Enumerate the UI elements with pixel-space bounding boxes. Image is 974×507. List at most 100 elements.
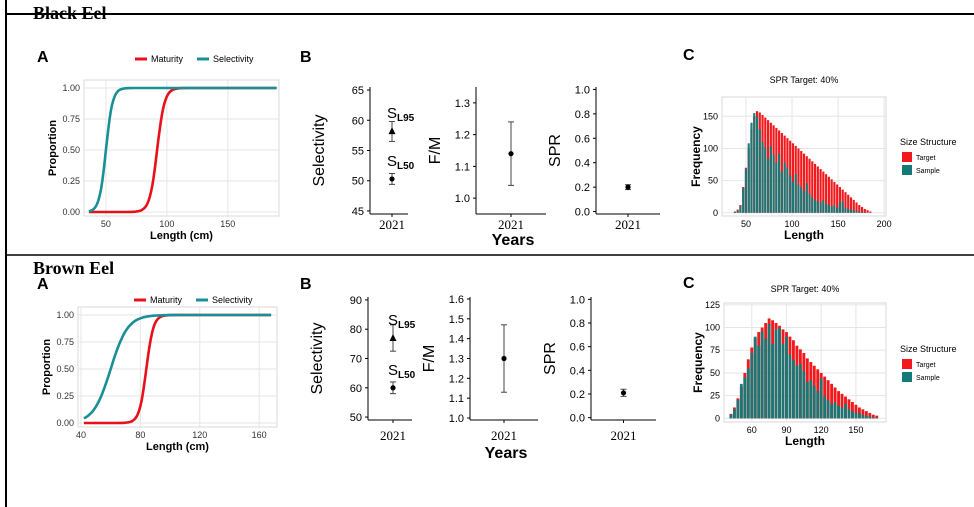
bar-sample <box>822 199 825 213</box>
point-label: S <box>387 105 397 122</box>
bar-target <box>858 205 861 213</box>
bar-sample <box>786 167 789 213</box>
y-tick-label: 1.3 <box>449 354 464 366</box>
bar-sample <box>837 405 840 419</box>
y-tick-label: 1.0 <box>570 294 585 306</box>
bar-target <box>840 393 844 419</box>
bar-sample <box>868 416 872 419</box>
y-axis-label: Proportion <box>47 120 59 176</box>
bar-sample <box>753 336 757 419</box>
bar-sample <box>750 352 754 419</box>
species-title: Black Eel <box>33 3 107 23</box>
x-axis-label: Years <box>492 232 535 249</box>
bar-sample <box>802 371 806 419</box>
x-tick-label: 60 <box>747 425 757 435</box>
bar-sample <box>764 147 767 213</box>
y-axis-label: SPR <box>547 134 564 167</box>
bar-target <box>847 194 850 213</box>
point-label: S <box>388 362 398 379</box>
bar-sample <box>833 402 837 419</box>
bar-sample <box>811 197 814 213</box>
bar-target <box>830 179 833 213</box>
bar-sample <box>858 211 861 213</box>
y-axis-label: SPR <box>542 342 559 375</box>
x-axis-label: Length <box>784 228 824 242</box>
bar-sample <box>778 153 781 213</box>
y-tick-label: 1.2 <box>455 130 470 142</box>
y-tick-label: 1.3 <box>455 98 470 110</box>
data-point <box>389 334 397 341</box>
bar-sample <box>816 391 820 419</box>
bar-target <box>822 171 825 213</box>
y-tick-label: 1.00 <box>56 310 74 320</box>
bar-sample <box>836 207 839 213</box>
bar-sample <box>742 188 745 213</box>
y-tick-label: 0.50 <box>62 145 80 155</box>
bar-sample <box>813 199 817 213</box>
bar-sample <box>800 187 803 213</box>
bar-sample <box>772 154 775 213</box>
bar-sample <box>851 411 854 419</box>
y-tick-label: 0.00 <box>56 418 74 428</box>
y-tick-label: 60 <box>352 115 364 127</box>
panel-letter: A <box>37 276 49 293</box>
bar-sample <box>755 116 759 213</box>
subplot-spr: 0.0 0.2 0.4 0.6 0.8 1.0 2021 SPR <box>547 84 660 232</box>
x-tick-label: 2021 <box>615 217 641 232</box>
legend-label: Target <box>916 155 936 162</box>
legend-title: Size Structure <box>900 344 957 354</box>
y-tick-label: 1.0 <box>449 413 464 425</box>
bar-target <box>826 380 830 419</box>
y-tick-label: 0.8 <box>575 109 590 121</box>
bar-sample <box>739 383 743 419</box>
x-tick-label: 160 <box>252 430 267 440</box>
y-tick-label: 0.4 <box>575 158 590 170</box>
x-tick-label: 150 <box>848 425 863 435</box>
bar-target <box>851 402 854 419</box>
panel-letter: B <box>300 49 312 66</box>
y-tick-label: 0.25 <box>62 176 80 186</box>
bar-sample <box>827 205 830 213</box>
legend-swatch <box>902 165 912 175</box>
data-point <box>625 184 631 190</box>
y-tick-label: 0.4 <box>570 365 585 377</box>
data-point <box>390 385 396 391</box>
y-tick-label: 0.0 <box>570 413 585 425</box>
y-tick-label: 0.2 <box>570 389 585 401</box>
y-tick-label: 50 <box>352 176 364 188</box>
bar-sample <box>769 145 772 213</box>
point-label: S <box>387 153 397 170</box>
bar-sample <box>857 412 861 419</box>
figure-left-border <box>5 0 7 507</box>
bar-sample <box>863 212 866 213</box>
x-tick-label: 80 <box>135 430 145 440</box>
panel-c: C SPR Target: 40% 0 25 50 75 100 125 60 90 120 150 L… <box>683 275 957 448</box>
y-axis-label: Frequency <box>689 126 703 187</box>
bar-sample <box>864 415 868 419</box>
y-tick-label: 50 <box>708 176 718 186</box>
bar-target <box>849 197 853 213</box>
series-line-selectivity <box>83 313 272 420</box>
plot-panel <box>83 79 280 217</box>
bar-sample <box>855 210 858 213</box>
bar-target <box>797 148 800 213</box>
y-tick-label: 0.00 <box>62 207 80 217</box>
chart-title: SPR Target: 40% <box>771 284 840 294</box>
bar-sample <box>844 403 847 419</box>
bar-sample <box>826 400 830 419</box>
y-tick-label: 0.2 <box>575 182 590 194</box>
y-tick-label: 80 <box>350 324 362 336</box>
bar-sample <box>852 210 855 213</box>
legend-label: Maturity <box>150 295 183 305</box>
bar-target <box>816 166 819 213</box>
bar-target <box>861 409 865 419</box>
species-title: Brown Eel <box>33 258 114 278</box>
bar-sample <box>757 345 761 419</box>
series-line-selectivity <box>88 86 277 213</box>
data-point <box>501 355 507 362</box>
y-axis-label: Proportion <box>41 339 53 395</box>
panel-c: C SPR Target: 40% 0 50 100 150 50 100 150 200 Leng… <box>683 47 957 242</box>
x-tick-label: 200 <box>877 219 892 229</box>
